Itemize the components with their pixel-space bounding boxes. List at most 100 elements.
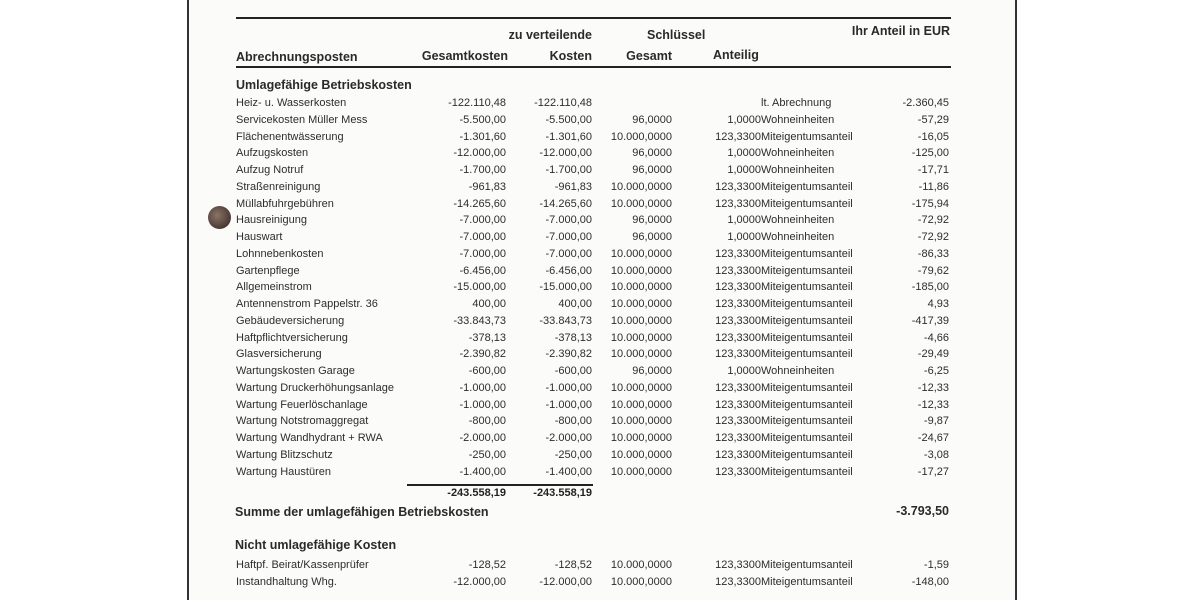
schluessel-gesamt: 10.000,0000 [610,180,672,193]
kosten: -122.110,48 [534,97,592,109]
table-row: Lohnnebenkosten -7.000,00 -7.000,00 10.000,… [0,248,1200,264]
schluessel-anteilig: 123,3300 [715,465,761,478]
schluessel-gesamt: 10.000,0000 [610,575,672,588]
gesamtkosten: -14.265,60 [453,197,506,210]
schluessel-anteilig: 123,3300 [715,314,761,327]
schluessel-anteilig: 1,0000 [727,231,761,243]
table-row: Aufzugskosten -12.000,00 -12.000,00 96,0000… [0,147,1200,163]
schluessel-gesamt: 10.000,0000 [610,314,672,327]
kosten: -12.000,00 [539,575,592,588]
gesamtkosten: -1.301,60 [459,130,506,143]
schluessel-gesamt: 96,0000 [632,147,672,160]
kosten: -7.000,00 [545,247,592,260]
item-name: Haftpf. Beirat/Kassenprüfer [236,559,369,571]
header-gesamt: Gesamt [626,49,672,63]
schluessel-anteilig: 123,3300 [715,331,761,344]
ihr-anteil: -4,66 [923,331,949,344]
total-kosten: -243.558,19 [533,487,592,499]
schluessel-anteilig: 123,3300 [715,247,761,260]
kosten: -961,83 [554,180,592,193]
table-row: Wartung Feuerlöschanlage -1.000,00 -1.000,… [0,399,1200,415]
table-row: Straßenreinigung -961,83 -961,83 10.000,000… [0,181,1200,197]
gesamtkosten: -7.000,00 [459,231,506,243]
table-row: Antennenstrom Pappelstr. 36 400,00 400,00 1… [0,298,1200,314]
ihr-anteil: -125,00 [911,147,949,160]
ihr-anteil: -6,25 [923,365,949,377]
gesamtkosten: -600,00 [468,365,506,377]
schluessel-anteilig: 123,3300 [715,381,761,394]
gesamtkosten: -122.110,48 [448,97,506,109]
table-row: Haftpflichtversicherung -378,13 -378,13 10.… [0,332,1200,348]
schluessel-einheit: Miteigentumsanteil [761,559,853,571]
schluessel-einheit: Miteigentumsanteil [761,415,853,428]
gesamtkosten: -12.000,00 [453,147,506,160]
item-name: Wartung Wandhydrant + RWA [236,432,383,444]
ihr-anteil: 4,93 [927,298,949,310]
schluessel-einheit: Wohneinheiten [761,164,835,176]
item-name: Flächenentwässerung [236,130,344,143]
schluessel-anteilig: 123,3300 [715,559,761,571]
schluessel-gesamt: 96,0000 [632,231,672,243]
schluessel-gesamt: 96,0000 [632,113,672,126]
gesamtkosten: -1.000,00 [459,381,506,394]
schluessel-anteilig: 123,3300 [715,264,761,277]
schluessel-einheit: Miteigentumsanteil [761,398,853,411]
schluessel-gesamt: 10.000,0000 [610,264,672,277]
header-anteilig: Anteilig [713,48,759,62]
schluessel-anteilig: 1,0000 [727,214,761,227]
gesamtkosten: -2.000,00 [459,432,506,444]
header-abrechnungsposten: Abrechnungsposten [236,50,358,64]
schluessel-gesamt: 10.000,0000 [610,448,672,461]
table-row: Wartungskosten Garage -600,00 -600,00 96,00… [0,365,1200,381]
schluessel-anteilig: 1,0000 [727,164,761,176]
schluessel-anteilig: 1,0000 [727,113,761,126]
item-name: Aufzug Notruf [236,164,304,176]
gesamtkosten: -2.390,82 [459,348,506,361]
kosten: -1.000,00 [545,398,592,411]
table-row: Aufzug Notruf -1.700,00 -1.700,00 96,0000 1,… [0,164,1200,180]
punch-hole [208,206,231,229]
ihr-anteil: -72,92 [917,231,949,243]
schluessel-anteilig: 123,3300 [715,575,761,588]
kosten: -1.000,00 [545,381,592,394]
schluessel-gesamt: 10.000,0000 [610,130,672,143]
gesamtkosten: -961,83 [468,180,506,193]
kosten: -14.265,60 [539,197,592,210]
table-row: Flächenentwässerung -1.301,60 -1.301,60 10.… [0,131,1200,147]
schluessel-einheit: Miteigentumsanteil [761,180,853,193]
schluessel-anteilig: 123,3300 [715,298,761,310]
item-name: Müllabfuhrgebühren [236,197,334,210]
ihr-anteil: -2.360,45 [902,97,949,109]
schluessel-anteilig: 123,3300 [715,130,761,143]
ihr-anteil: -24,67 [917,432,949,444]
ihr-anteil: -12,33 [917,398,949,411]
item-name: Heiz- u. Wasserkosten [236,97,347,109]
schluessel-einheit: Miteigentumsanteil [761,197,853,210]
schluessel-einheit: Miteigentumsanteil [761,432,853,444]
item-name: Aufzugskosten [236,147,309,160]
gesamtkosten: -5.500,00 [459,113,506,126]
kosten: -12.000,00 [539,147,592,160]
table-row: Gartenpflege -6.456,00 -6.456,00 10.000,000… [0,265,1200,281]
schluessel-einheit: Wohneinheiten [761,113,835,126]
gesamtkosten: -7.000,00 [459,247,506,260]
section-umlagefaehig-title: Umlagefähige Betriebskosten [236,78,412,92]
kosten: -2.390,82 [545,348,592,361]
gesamtkosten: -378,13 [468,331,506,344]
item-name: Hausreinigung [236,214,307,227]
schluessel-gesamt: 10.000,0000 [610,348,672,361]
ihr-anteil: -1,59 [923,559,949,571]
ihr-anteil: -86,33 [917,247,949,260]
schluessel-gesamt: 10.000,0000 [610,247,672,260]
ihr-anteil: -12,33 [917,381,949,394]
gesamtkosten: -1.400,00 [459,465,506,478]
item-name: Wartung Blitzschutz [236,448,333,461]
schluessel-einheit: Miteigentumsanteil [761,314,853,327]
schluessel-einheit: Wohneinheiten [761,147,835,160]
table-row: Gebäudeversicherung -33.843,73 -33.843,73 1… [0,315,1200,331]
item-name: Gebäudeversicherung [236,314,345,327]
ihr-anteil: -16,05 [917,130,949,143]
schluessel-gesamt: 10.000,0000 [610,559,672,571]
table-row: Instandhaltung Whg. -12.000,00 -12.000,00 1… [0,576,1200,592]
schluessel-einheit: Miteigentumsanteil [761,331,853,344]
